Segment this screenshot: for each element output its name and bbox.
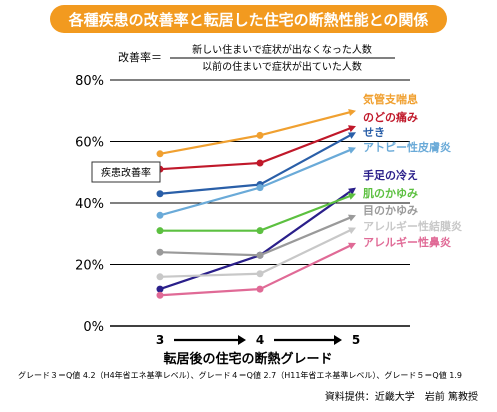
x-tick-label: 5 <box>352 333 360 347</box>
source-credit: 資料提供：近畿大学 岩前 篤教授 <box>325 390 478 403</box>
x-axis-label: 転居後の住宅の断熱グレード <box>163 351 332 367</box>
data-point <box>156 211 164 219</box>
title-banner: 各種疾患の改善率と転居した住宅の断熱性能との関係 <box>50 5 447 33</box>
x-tick-label: 4 <box>256 333 264 347</box>
annotation-box <box>91 161 161 183</box>
series-label: せき <box>363 126 385 139</box>
data-point <box>156 150 164 158</box>
y-tick-label: 0% <box>83 320 104 335</box>
series-line <box>159 149 351 217</box>
annotation-label: 疾患改善率 <box>101 166 151 179</box>
data-point <box>256 159 264 167</box>
formula-lhs: 改善率＝ <box>118 50 162 64</box>
data-point <box>256 184 264 192</box>
data-point <box>256 131 264 139</box>
gridlines <box>110 79 410 327</box>
data-point <box>156 291 164 299</box>
x-arrow-head <box>238 335 246 345</box>
series-line <box>160 194 351 232</box>
series-label: 気管支喘息 <box>363 92 418 106</box>
series-label: アレルギー性鼻炎 <box>363 235 451 249</box>
series-label: アトピー性皮膚炎 <box>363 140 451 154</box>
series-arrowhead <box>348 242 356 250</box>
series-arrowhead <box>348 227 356 234</box>
data-point <box>156 248 164 256</box>
series-line <box>159 216 351 257</box>
x-tick-label: 3 <box>156 333 164 347</box>
formula-numerator: 新しい住まいで症状が出なくなった人数 <box>192 43 372 56</box>
series-label: のどの痛み <box>363 110 418 124</box>
data-point <box>256 270 264 278</box>
y-tick-label: 80% <box>75 74 104 89</box>
y-tick-label: 60% <box>75 136 104 151</box>
series-arrowhead <box>348 187 356 195</box>
series-label: 手足の冷え <box>363 168 418 182</box>
series-labels: 気管支喘息のどの痛みせきアトピー性皮膚炎手足の冷え肌のかゆみ目のかゆみアレルギー… <box>362 92 462 249</box>
series-arrowhead <box>348 125 356 133</box>
footnote: グレード３＝Q値 4.2（H4年省エネ基準レベル）、グレード４＝Q値 2.7（H… <box>18 370 462 380</box>
x-axis-ticks: 3 4 5 <box>156 333 360 347</box>
series-line <box>159 111 351 155</box>
y-tick-label: 20% <box>75 259 104 274</box>
formula-denominator: 以前の住まいで症状が出ていた人数 <box>202 60 362 73</box>
series-arrowhead <box>348 132 356 139</box>
series-arrowhead <box>348 192 356 200</box>
y-axis-ticks: 0% 20% 40% 60% 80% <box>75 74 104 335</box>
data-point <box>256 251 264 259</box>
series-label: 肌のかゆみ <box>362 186 418 200</box>
y-tick-label: 40% <box>75 197 104 212</box>
x-arrow-head <box>334 335 342 345</box>
data-point <box>256 227 264 235</box>
series-arrowhead <box>348 109 356 117</box>
data-point <box>256 285 264 293</box>
chart-title: 各種疾患の改善率と転居した住宅の断熱性能との関係 <box>68 11 429 29</box>
data-point <box>156 273 164 281</box>
series-lines <box>156 109 356 299</box>
series-label: 目のかゆみ <box>363 204 418 217</box>
data-point <box>156 227 164 235</box>
series-arrowhead <box>348 214 356 222</box>
data-point <box>156 190 164 198</box>
data-point <box>156 285 164 293</box>
series-arrowhead <box>348 147 356 154</box>
series-label: アレルギー性結膜炎 <box>363 219 462 233</box>
series-line <box>159 134 351 195</box>
